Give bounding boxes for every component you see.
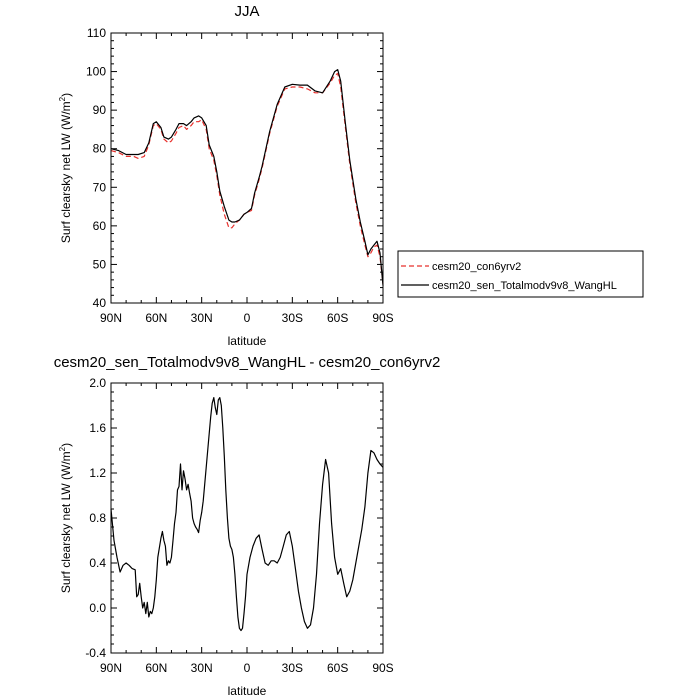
top-chart-title: JJA	[234, 3, 259, 20]
legend-box	[397, 250, 644, 298]
bottom-x-axis-label: latitude	[228, 684, 267, 698]
top-x-axis-label: latitude	[228, 334, 267, 348]
bottom-y-axis-label: Surf clearsky net LW (W/m2)	[58, 443, 73, 593]
top-y-tick-label: 100	[86, 65, 106, 79]
top-y-tick-label: 90	[93, 103, 107, 117]
top-y-tick-label: 110	[87, 26, 106, 40]
top-series-line-0	[110, 72, 384, 284]
top-x-tick-label: 0	[244, 311, 251, 325]
top-y-axis-label-main: Surf clearsky net LW (W/m	[59, 101, 73, 243]
bottom-panel: cesm20_sen_Totalmodv9v8_WangHL - cesm20_…	[54, 354, 441, 698]
top-plot-area	[110, 68, 384, 286]
top-x-tick-label: 30N	[191, 311, 213, 325]
bottom-y-tick-label: 0.4	[89, 556, 106, 570]
bottom-chart-title: cesm20_sen_Totalmodv9v8_WangHL - cesm20_…	[54, 354, 441, 371]
bottom-x-tick-label: 90N	[100, 661, 122, 675]
top-x-axis: 90N 60N 30N 0 30S 60S 90S	[100, 33, 394, 325]
top-x-tick-label: 90N	[100, 311, 122, 325]
top-y-tick-label: 50	[93, 257, 107, 271]
bottom-x-tick-label: 60N	[145, 661, 167, 675]
legend-label-totalmod: cesm20_sen_Totalmodv9v8_WangHL	[432, 280, 617, 292]
bottom-y-tick-label: -0.4	[85, 646, 106, 660]
top-y-tick-label: 60	[93, 219, 107, 233]
bottom-x-tick-label: 30N	[191, 661, 213, 675]
bottom-x-tick-label: 90S	[372, 661, 393, 675]
top-panel: JJA 90N 60N 30N 0 30S 60S 90S 40 50 60 70 80 90 100 1…	[58, 3, 644, 348]
bottom-x-tick-label: 0	[244, 661, 251, 675]
top-y-tick-label: 40	[93, 296, 107, 310]
top-y-tick-label: 70	[93, 180, 107, 194]
bottom-y-tick-label: 0.0	[89, 601, 106, 615]
top-y-axis-label-superscript: 2	[58, 96, 67, 101]
bottom-plot-area	[110, 397, 384, 632]
top-series-line-1	[110, 68, 384, 286]
bottom-y-tick-label: 0.8	[89, 511, 106, 525]
bottom-x-tick-label: 60S	[327, 661, 348, 675]
legend: cesm20_con6yrv2 cesm20_sen_Totalmodv9v8_…	[397, 250, 644, 298]
bottom-y-tick-label: 2.0	[89, 376, 106, 390]
top-y-axis: 40 50 60 70 80 90 100 110	[86, 26, 383, 310]
bottom-y-axis-label-superscript: 2	[58, 446, 67, 451]
top-plot-frame	[110, 32, 384, 304]
top-y-tick-label: 80	[93, 142, 107, 156]
top-x-tick-label: 60N	[145, 311, 167, 325]
top-x-tick-label: 60S	[327, 311, 348, 325]
top-y-axis-label: Surf clearsky net LW (W/m2)	[58, 93, 73, 243]
legend-label-con6yrv2: cesm20_con6yrv2	[432, 261, 521, 273]
bottom-y-tick-label: 1.6	[89, 421, 106, 435]
bottom-y-axis-label-close: )	[59, 443, 73, 447]
bottom-y-axis: -0.4 0.0 0.4 0.8 1.2 1.6 2.0	[85, 376, 383, 660]
bottom-y-axis-label-main: Surf clearsky net LW (W/m	[59, 451, 73, 593]
top-x-tick-label: 30S	[282, 311, 303, 325]
bottom-series-line-0	[110, 397, 384, 632]
bottom-y-tick-label: 1.2	[89, 466, 106, 480]
bottom-x-axis: 90N 60N 30N 0 30S 60S 90S	[100, 383, 394, 675]
top-y-axis-label-close: )	[59, 93, 73, 97]
bottom-x-tick-label: 30S	[282, 661, 303, 675]
top-x-tick-label: 90S	[372, 311, 393, 325]
